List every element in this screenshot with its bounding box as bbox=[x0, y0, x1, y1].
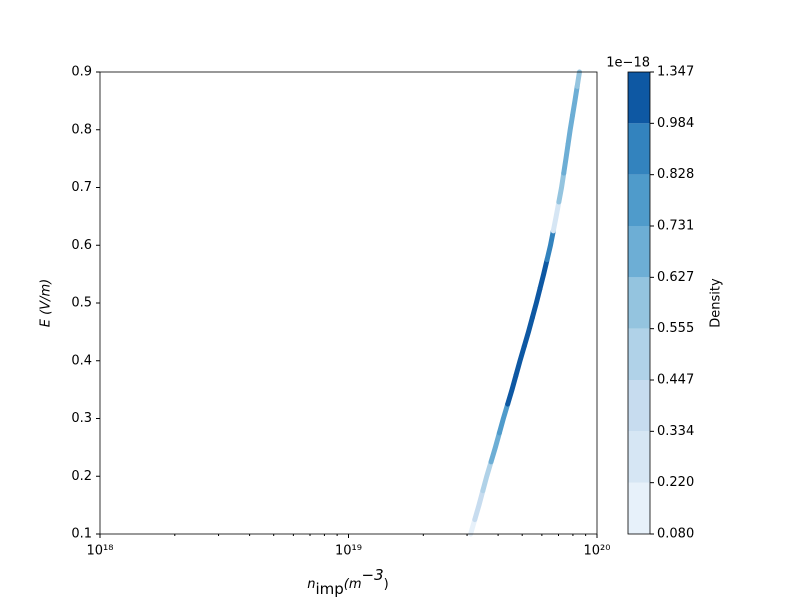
density-segment bbox=[529, 286, 543, 320]
colorbar-tick-label: 0.555 bbox=[657, 321, 694, 336]
y-tick-label: 0.4 bbox=[71, 353, 92, 368]
density-segment bbox=[537, 257, 550, 292]
x-label-part: −3 bbox=[362, 566, 384, 584]
y-tick-label: 0.6 bbox=[71, 238, 92, 253]
colorbar-tick-label: 0.220 bbox=[657, 475, 694, 490]
colorbar-tick-label: 0.828 bbox=[657, 167, 694, 182]
density-segment bbox=[468, 517, 478, 537]
colorbar-tick-label: 1.347 bbox=[657, 65, 694, 80]
density-segment bbox=[472, 488, 486, 523]
density-segment bbox=[561, 141, 571, 176]
density-segment bbox=[565, 112, 576, 147]
colorbar-band bbox=[628, 72, 650, 124]
colorbar-tick-label: 0.080 bbox=[657, 527, 694, 542]
colorbar-band bbox=[628, 380, 650, 432]
x-label-part: imp bbox=[315, 580, 343, 598]
colorbar-band bbox=[628, 174, 650, 226]
x-tick-label: 10²⁰ bbox=[584, 544, 611, 559]
density-segment bbox=[544, 228, 556, 263]
y-tick-label: 0.9 bbox=[71, 65, 92, 80]
density-segment bbox=[480, 459, 494, 494]
colorbar-multiplier: 1e−18 bbox=[606, 56, 650, 71]
colorbar-band bbox=[628, 226, 650, 278]
x-label-part: n bbox=[307, 577, 315, 592]
density-segment bbox=[550, 199, 562, 234]
y-tick-label: 0.5 bbox=[71, 296, 92, 311]
y-tick-label: 0.7 bbox=[71, 180, 92, 195]
x-label-part: (m bbox=[344, 577, 362, 592]
plot-frame bbox=[99, 71, 598, 535]
x-tick-label: 10¹⁸ bbox=[87, 544, 114, 559]
density-segment bbox=[574, 69, 582, 89]
x-tick-label: 10¹⁹ bbox=[335, 544, 362, 559]
colorbar-band bbox=[628, 328, 650, 380]
colorbar-tick-label: 0.731 bbox=[657, 219, 694, 234]
x-label-part: ) bbox=[384, 577, 389, 592]
density-segment bbox=[496, 401, 511, 436]
y-tick-label: 0.2 bbox=[71, 469, 92, 484]
colorbar-band bbox=[628, 431, 650, 483]
colorbar-band bbox=[628, 482, 650, 534]
colorbar-tick-label: 0.627 bbox=[657, 270, 694, 285]
y-axis-label: E (V/m) bbox=[39, 279, 54, 327]
density-segment bbox=[488, 430, 502, 465]
density-segment bbox=[570, 83, 580, 118]
colorbar-frame bbox=[627, 71, 651, 535]
y-tick-label: 0.8 bbox=[71, 122, 92, 137]
density-segment bbox=[521, 314, 535, 349]
density-segment bbox=[556, 170, 567, 205]
x-axis-label: nimp(m−3) bbox=[307, 566, 389, 598]
colorbar-tick-label: 0.447 bbox=[657, 373, 694, 388]
y-tick-label: 0.1 bbox=[71, 527, 92, 542]
colorbar-tick-label: 0.984 bbox=[657, 116, 694, 131]
colorbar-band bbox=[628, 123, 650, 175]
density-segment bbox=[505, 372, 519, 407]
colorbar-tick-label: 0.334 bbox=[657, 424, 694, 439]
colorbar-label: Density bbox=[709, 278, 724, 328]
density-segment bbox=[513, 343, 527, 378]
y-tick-label: 0.3 bbox=[71, 411, 92, 426]
colorbar-band bbox=[628, 277, 650, 329]
